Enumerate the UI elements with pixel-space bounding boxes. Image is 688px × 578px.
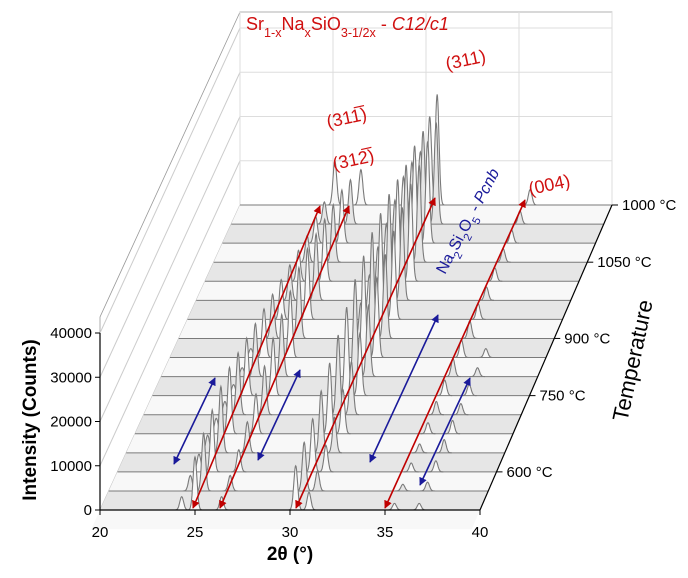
x-tick-label: 30 — [282, 524, 299, 541]
phase-label-part: 3-1/2x — [341, 26, 377, 40]
z-axis-label: Temperature — [608, 297, 658, 423]
y-tick-label: 40000 — [50, 325, 92, 342]
phase-label-part: x — [305, 26, 312, 40]
z-tick-label: 600 °C — [507, 464, 553, 481]
arrow — [257, 369, 301, 461]
grid-line — [99, 116, 241, 422]
y-tick-label: 10000 — [50, 458, 92, 475]
phase-label-part: C12/c1 — [392, 14, 449, 34]
phase-label-part: - — [464, 198, 486, 219]
x-tick-label: 25 — [187, 524, 204, 541]
phase-label-part: 5 — [470, 215, 484, 226]
z-tick-label: 750 °C — [540, 388, 586, 405]
phase-label-part: SiO — [311, 14, 341, 34]
phase-label: Sr1-xNaxSiO3-1/2x - C12/c1 — [246, 14, 449, 40]
phase-label-part: - — [376, 14, 392, 34]
x-axis-label: 2θ (°) — [267, 544, 313, 565]
z-tick-label: 1000 °C — [622, 197, 677, 214]
x-tick-label: 40 — [472, 524, 489, 541]
phase-label-part: Sr — [246, 14, 264, 34]
x-tick-label: 20 — [92, 524, 109, 541]
y-tick-label: 0 — [84, 502, 92, 519]
arrow — [173, 377, 216, 465]
y-tick-label: 30000 — [50, 369, 92, 386]
arrow — [419, 377, 471, 486]
y-tick-label: 20000 — [50, 414, 92, 431]
phase-label-part: Na — [282, 14, 306, 34]
phase-label-part: 2 — [452, 250, 466, 261]
phase-label-part: 2 — [462, 232, 476, 243]
z-tick-label: 1050 °C — [597, 254, 652, 271]
x-tick-label: 35 — [377, 524, 394, 541]
arrows — [173, 197, 526, 509]
y-axis-label: Intensity (Counts) — [20, 339, 41, 501]
phase-label-part: Si — [446, 233, 468, 254]
grid-line — [99, 72, 241, 378]
z-tick-label: 900 °C — [564, 330, 610, 347]
trace-band — [91, 456, 480, 530]
arrow — [369, 314, 439, 463]
grid-line — [99, 27, 241, 334]
phase-label-part: 1-x — [264, 26, 282, 40]
